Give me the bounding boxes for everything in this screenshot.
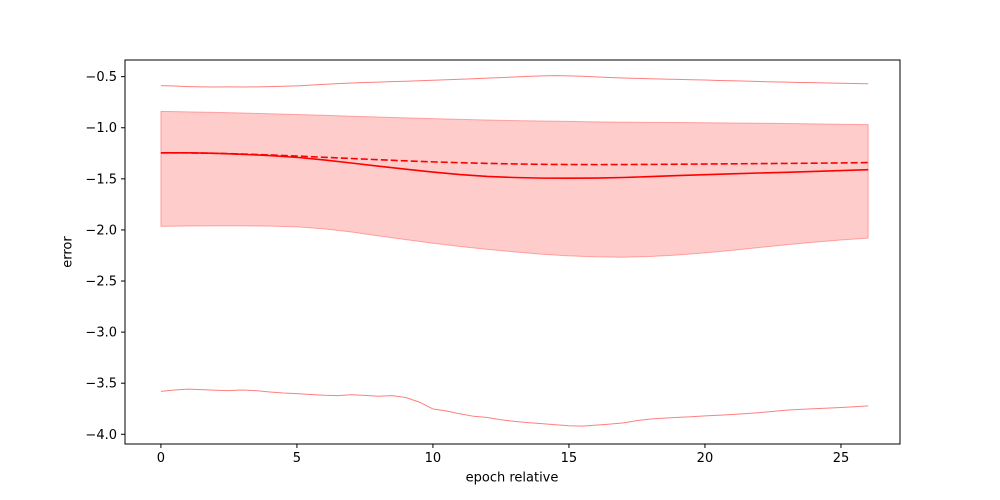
y-tick-label: −0.5 [85, 70, 117, 85]
y-tick-label: −1.0 [85, 121, 117, 136]
axes-frame [124, 59, 901, 445]
y-tick-label: −4.0 [85, 428, 117, 443]
reference-mean-error-line [160, 151, 869, 166]
min-envelope-line [160, 388, 869, 427]
x-tick-label: 15 [561, 451, 578, 466]
y-tick-label: −2.0 [85, 223, 117, 238]
x-axis-label: epoch relative [465, 470, 559, 486]
y-tick-label: −3.5 [85, 377, 117, 392]
x-tick-label: 10 [425, 451, 442, 466]
y-tick-label: −2.5 [85, 275, 117, 290]
mean-error-line [160, 151, 869, 180]
std-band [160, 110, 869, 258]
x-tick-label: 25 [833, 451, 850, 466]
y-tick-label: −1.5 [85, 172, 117, 187]
y-axis-label: error [60, 236, 76, 268]
y-tick-label: −3.0 [85, 326, 117, 341]
max-envelope-line [160, 75, 869, 88]
x-tick-label: 0 [157, 451, 165, 466]
x-tick-label: 5 [293, 451, 301, 466]
x-tick-label: 20 [697, 451, 714, 466]
